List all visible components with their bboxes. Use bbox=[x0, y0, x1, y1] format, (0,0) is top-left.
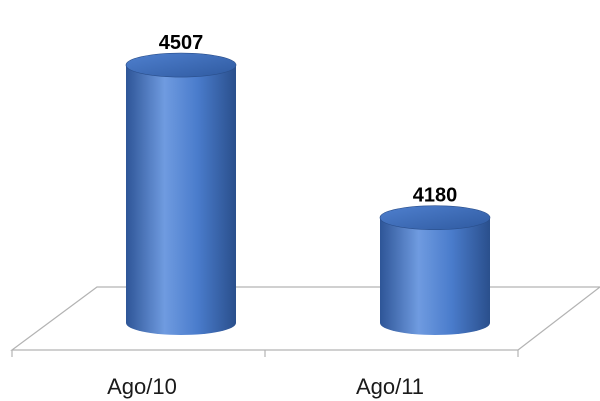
bar-top bbox=[125, 52, 237, 78]
bar-body bbox=[380, 217, 490, 335]
bar-1 bbox=[125, 52, 237, 335]
category-label: Ago/10 bbox=[107, 374, 177, 399]
data-label: 4180 bbox=[413, 185, 458, 207]
bar-top bbox=[379, 205, 491, 230]
chart-floor bbox=[10, 286, 600, 357]
floor-plane bbox=[10, 286, 600, 351]
category-label: Ago/11 bbox=[356, 374, 424, 399]
bars-layer bbox=[125, 52, 491, 335]
bar-body bbox=[126, 65, 236, 335]
labels-layer: 4507 Ago/10 4180 Ago/11 bbox=[107, 32, 457, 399]
bar-2 bbox=[379, 205, 491, 335]
data-label: 4507 bbox=[159, 32, 204, 54]
